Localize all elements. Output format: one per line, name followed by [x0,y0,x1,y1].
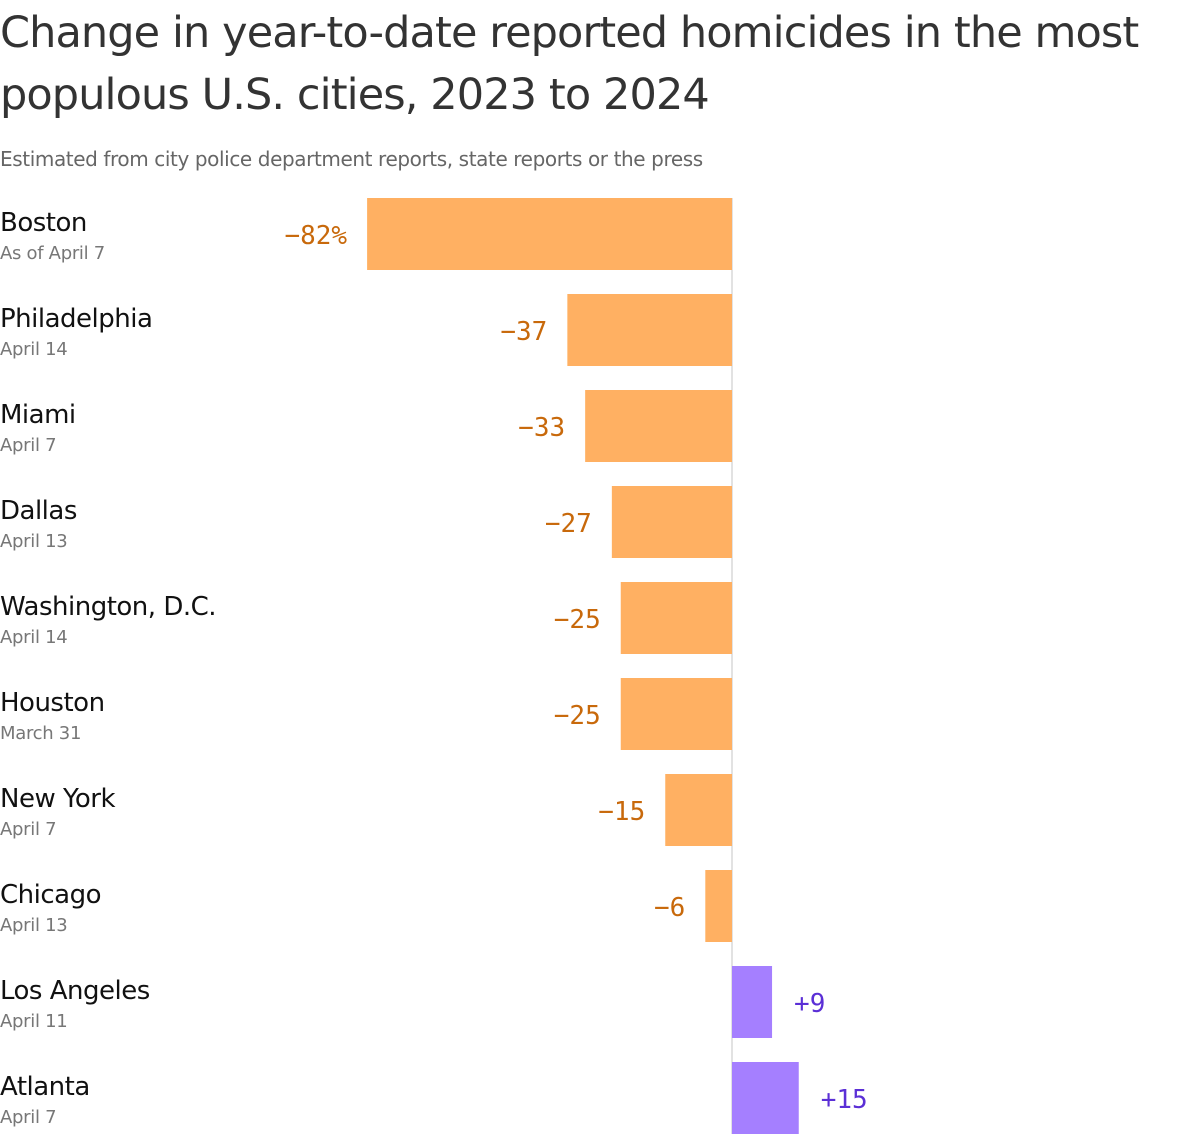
date-label: April 7 [0,1107,56,1128]
category-label: Houston [0,688,105,718]
date-label: April 14 [0,627,67,648]
bar [620,678,732,750]
date-label: April 7 [0,819,56,840]
data-label: −37 [500,317,547,347]
bar [567,294,732,366]
category-label: New York [0,784,116,814]
category-label: Miami [0,400,76,430]
data-label: +15 [821,1085,868,1115]
date-label: April 11 [0,1011,67,1032]
date-label: April 13 [0,531,67,552]
data-label: −15 [598,797,645,827]
data-label: −25 [554,605,601,635]
chart-subtitle: Estimated from city police department re… [0,147,703,171]
data-label: −33 [518,413,565,443]
chart-title: Change in year-to-date reported homicide… [0,8,1139,120]
category-label: Chicago [0,880,101,910]
bar [367,198,732,270]
data-label: −82% [284,221,347,251]
bar [732,1062,799,1134]
data-label: −6 [654,893,685,923]
category-label: Los Angeles [0,976,150,1006]
bar [611,486,732,558]
bar [665,774,732,846]
bar [705,870,732,942]
date-label: March 31 [0,723,81,744]
category-label: Washington, D.C. [0,592,216,622]
data-label: −27 [545,509,592,539]
date-label: As of April 7 [0,243,105,264]
bar [732,966,773,1038]
bar [585,390,732,462]
category-label: Dallas [0,496,77,526]
data-label: −25 [554,701,601,731]
bar [620,582,732,654]
date-label: April 7 [0,435,56,456]
category-label: Philadelphia [0,304,152,334]
date-label: April 14 [0,339,67,360]
category-label: Boston [0,208,87,238]
category-label: Atlanta [0,1072,90,1102]
date-label: April 13 [0,915,67,936]
data-label: +9 [794,989,825,1019]
